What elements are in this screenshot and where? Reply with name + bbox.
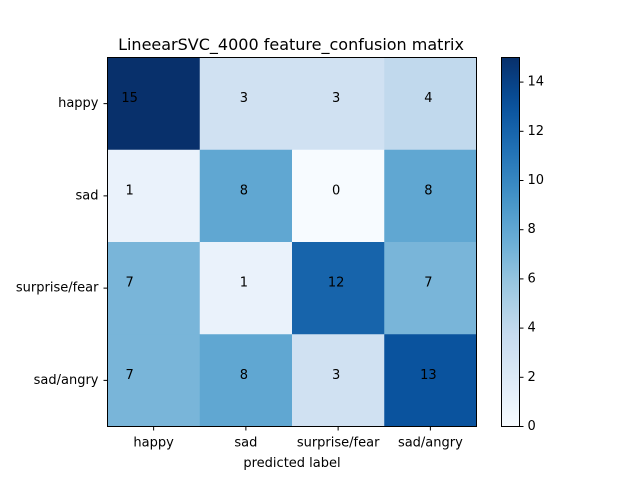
x-axis-label: predicted label [243, 456, 340, 471]
x-tick-label: sad [234, 436, 257, 451]
heatmap-cell [292, 242, 385, 335]
y-tick-label: sad/angry [34, 373, 99, 388]
heatmap-cell [107, 149, 201, 243]
cell-value-label: 3 [240, 91, 248, 106]
x-tick-label: happy [133, 436, 174, 451]
heatmap-cell [292, 149, 385, 243]
heatmap-cell [292, 334, 385, 427]
colorbar-gradient [501, 57, 520, 427]
heatmap-frame [107, 57, 477, 427]
colorbar-tick-label: 12 [528, 124, 545, 139]
colorbar-tick-label: 14 [528, 75, 545, 90]
y-axis-ticks: happy sad surprise/fear sad/angry [16, 96, 108, 388]
heatmap-cell [384, 334, 477, 427]
heatmap-cells: 15 3 3 4 1 8 0 8 7 1 12 7 7 8 3 13 [107, 57, 477, 427]
cell-value-label: 7 [125, 368, 133, 383]
heatmap-cell [384, 149, 477, 243]
colorbar-tick-label: 10 [528, 173, 545, 188]
cell-value-label: 7 [125, 276, 133, 291]
heatmap-cell [199, 57, 293, 151]
heatmap-cell [384, 57, 477, 151]
cell-value-label: 3 [332, 91, 340, 106]
cell-value-label: 4 [424, 91, 432, 106]
colorbar-tick-label: 8 [528, 222, 536, 237]
cell-value-label: 12 [328, 276, 345, 291]
heatmap-cell [107, 57, 201, 151]
cell-value-label: 8 [240, 368, 248, 383]
x-tick-label: surprise/fear [297, 436, 380, 451]
heatmap-cell [107, 334, 201, 427]
colorbar-tick-label: 4 [528, 321, 536, 336]
cell-value-label: 13 [420, 368, 437, 383]
cell-value-label: 3 [332, 368, 340, 383]
colorbar-tick-label: 6 [528, 271, 536, 286]
x-axis-ticks: happy sad surprise/fear sad/angry [133, 426, 463, 451]
y-tick-label: surprise/fear [16, 281, 99, 296]
cell-value-label: 7 [424, 276, 432, 291]
chart-title: LineearSVC_4000 feature_confusion matrix [118, 35, 464, 55]
heatmap-cell [292, 57, 385, 151]
y-tick-label: sad [76, 188, 99, 203]
y-tick-label: happy [58, 96, 99, 111]
cell-value-label: 1 [240, 276, 248, 291]
heatmap-cell [199, 242, 293, 335]
colorbar-tick-label: 0 [528, 419, 536, 434]
cell-value-label: 0 [332, 183, 340, 198]
colorbar-tick-label: 2 [528, 370, 536, 385]
heatmap-cell [199, 334, 293, 427]
cell-value-label: 8 [240, 183, 248, 198]
heatmap-cell [107, 242, 201, 335]
x-tick-label: sad/angry [398, 436, 463, 451]
heatmap-cell [199, 149, 293, 243]
heatmap-cell [384, 242, 477, 335]
colorbar: 0 2 4 6 8 10 12 14 [501, 57, 545, 434]
cell-value-label: 8 [424, 183, 432, 198]
cell-value-label: 1 [125, 183, 133, 198]
cell-value-label: 15 [121, 91, 138, 106]
